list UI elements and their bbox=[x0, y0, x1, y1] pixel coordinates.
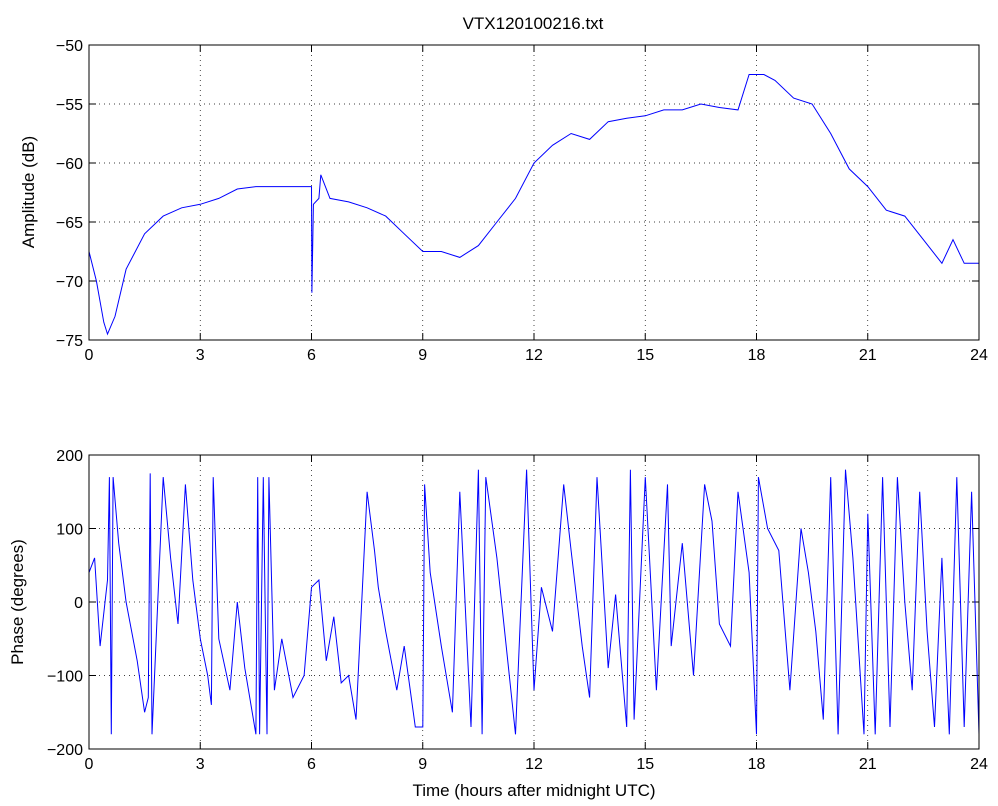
amplitude-x-tick-label: 3 bbox=[196, 347, 205, 364]
phase-x-axis-label: Time (hours after midnight UTC) bbox=[412, 781, 655, 800]
amplitude-x-tick-label: 6 bbox=[307, 347, 316, 364]
amplitude-x-tick-label: 12 bbox=[525, 347, 543, 364]
amplitude-x-tick-label: 21 bbox=[859, 347, 877, 364]
phase-y-tick-label: 0 bbox=[74, 595, 83, 612]
amplitude-y-tick-label: −75 bbox=[56, 333, 83, 350]
amplitude-y-axis-label: Amplitude (dB) bbox=[19, 136, 38, 248]
phase-x-ticks: 0 3 6 9 12 15 18 21 24 bbox=[85, 455, 988, 773]
amplitude-series-line bbox=[88, 74, 979, 336]
phase-series-line bbox=[88, 469, 980, 735]
amplitude-x-tick-label: 24 bbox=[970, 347, 988, 364]
amplitude-x-tick-label: 18 bbox=[748, 347, 766, 364]
phase-y-tick-label: −200 bbox=[47, 742, 83, 759]
phase-chart-panel: −200 −100 0 100 200 0 3 6 9 12 15 18 21 24 Phase (de… bbox=[8, 448, 988, 800]
phase-x-tick-label: 18 bbox=[748, 756, 766, 773]
phase-plot-frame bbox=[88, 454, 980, 750]
amplitude-gridlines bbox=[89, 45, 979, 340]
amplitude-x-ticks: 0 3 6 9 12 15 18 21 24 bbox=[85, 45, 988, 364]
phase-gridlines bbox=[89, 455, 979, 749]
amplitude-chart-panel: VTX120100216.txt −75 −70 −65 −60 −55 −50 0 3 6 9… bbox=[19, 14, 988, 364]
phase-x-tick-label: 24 bbox=[970, 756, 988, 773]
chart-title: VTX120100216.txt bbox=[463, 14, 604, 33]
phase-y-tick-label: −100 bbox=[47, 669, 83, 686]
amplitude-y-tick-label: −50 bbox=[56, 38, 83, 55]
phase-x-tick-label: 9 bbox=[418, 756, 427, 773]
phase-x-tick-label: 15 bbox=[636, 756, 654, 773]
amplitude-y-tick-label: −60 bbox=[56, 156, 83, 173]
phase-y-tick-label: 200 bbox=[56, 448, 83, 465]
phase-y-tick-label: 100 bbox=[56, 522, 83, 539]
phase-x-tick-label: 6 bbox=[307, 756, 316, 773]
phase-x-tick-label: 0 bbox=[85, 756, 94, 773]
phase-y-ticks: −200 −100 0 100 200 bbox=[47, 448, 979, 759]
phase-x-tick-label: 12 bbox=[525, 756, 543, 773]
amplitude-x-tick-label: 9 bbox=[418, 347, 427, 364]
amplitude-plot-frame bbox=[88, 44, 980, 341]
phase-y-axis-label: Phase (degrees) bbox=[8, 539, 27, 665]
amplitude-y-tick-label: −65 bbox=[56, 215, 83, 232]
amplitude-x-tick-label: 15 bbox=[636, 347, 654, 364]
amplitude-y-tick-label: −55 bbox=[56, 97, 83, 114]
amplitude-x-tick-label: 0 bbox=[85, 347, 94, 364]
phase-x-tick-label: 3 bbox=[196, 756, 205, 773]
amplitude-y-tick-label: −70 bbox=[56, 274, 83, 291]
phase-x-tick-label: 21 bbox=[859, 756, 877, 773]
